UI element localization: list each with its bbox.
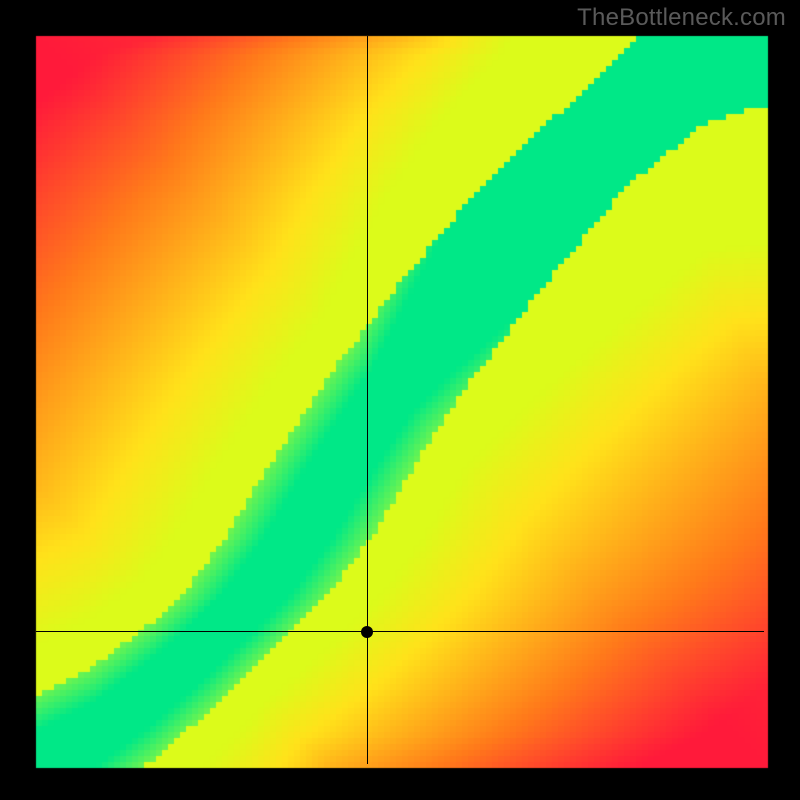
watermark-text: TheBottleneck.com [577,4,786,32]
bottleneck-heatmap [0,0,800,800]
crosshair-horizontal-line [36,631,764,632]
chart-container: TheBottleneck.com [0,0,800,800]
crosshair-vertical-line [367,36,368,764]
crosshair-point [361,626,373,638]
